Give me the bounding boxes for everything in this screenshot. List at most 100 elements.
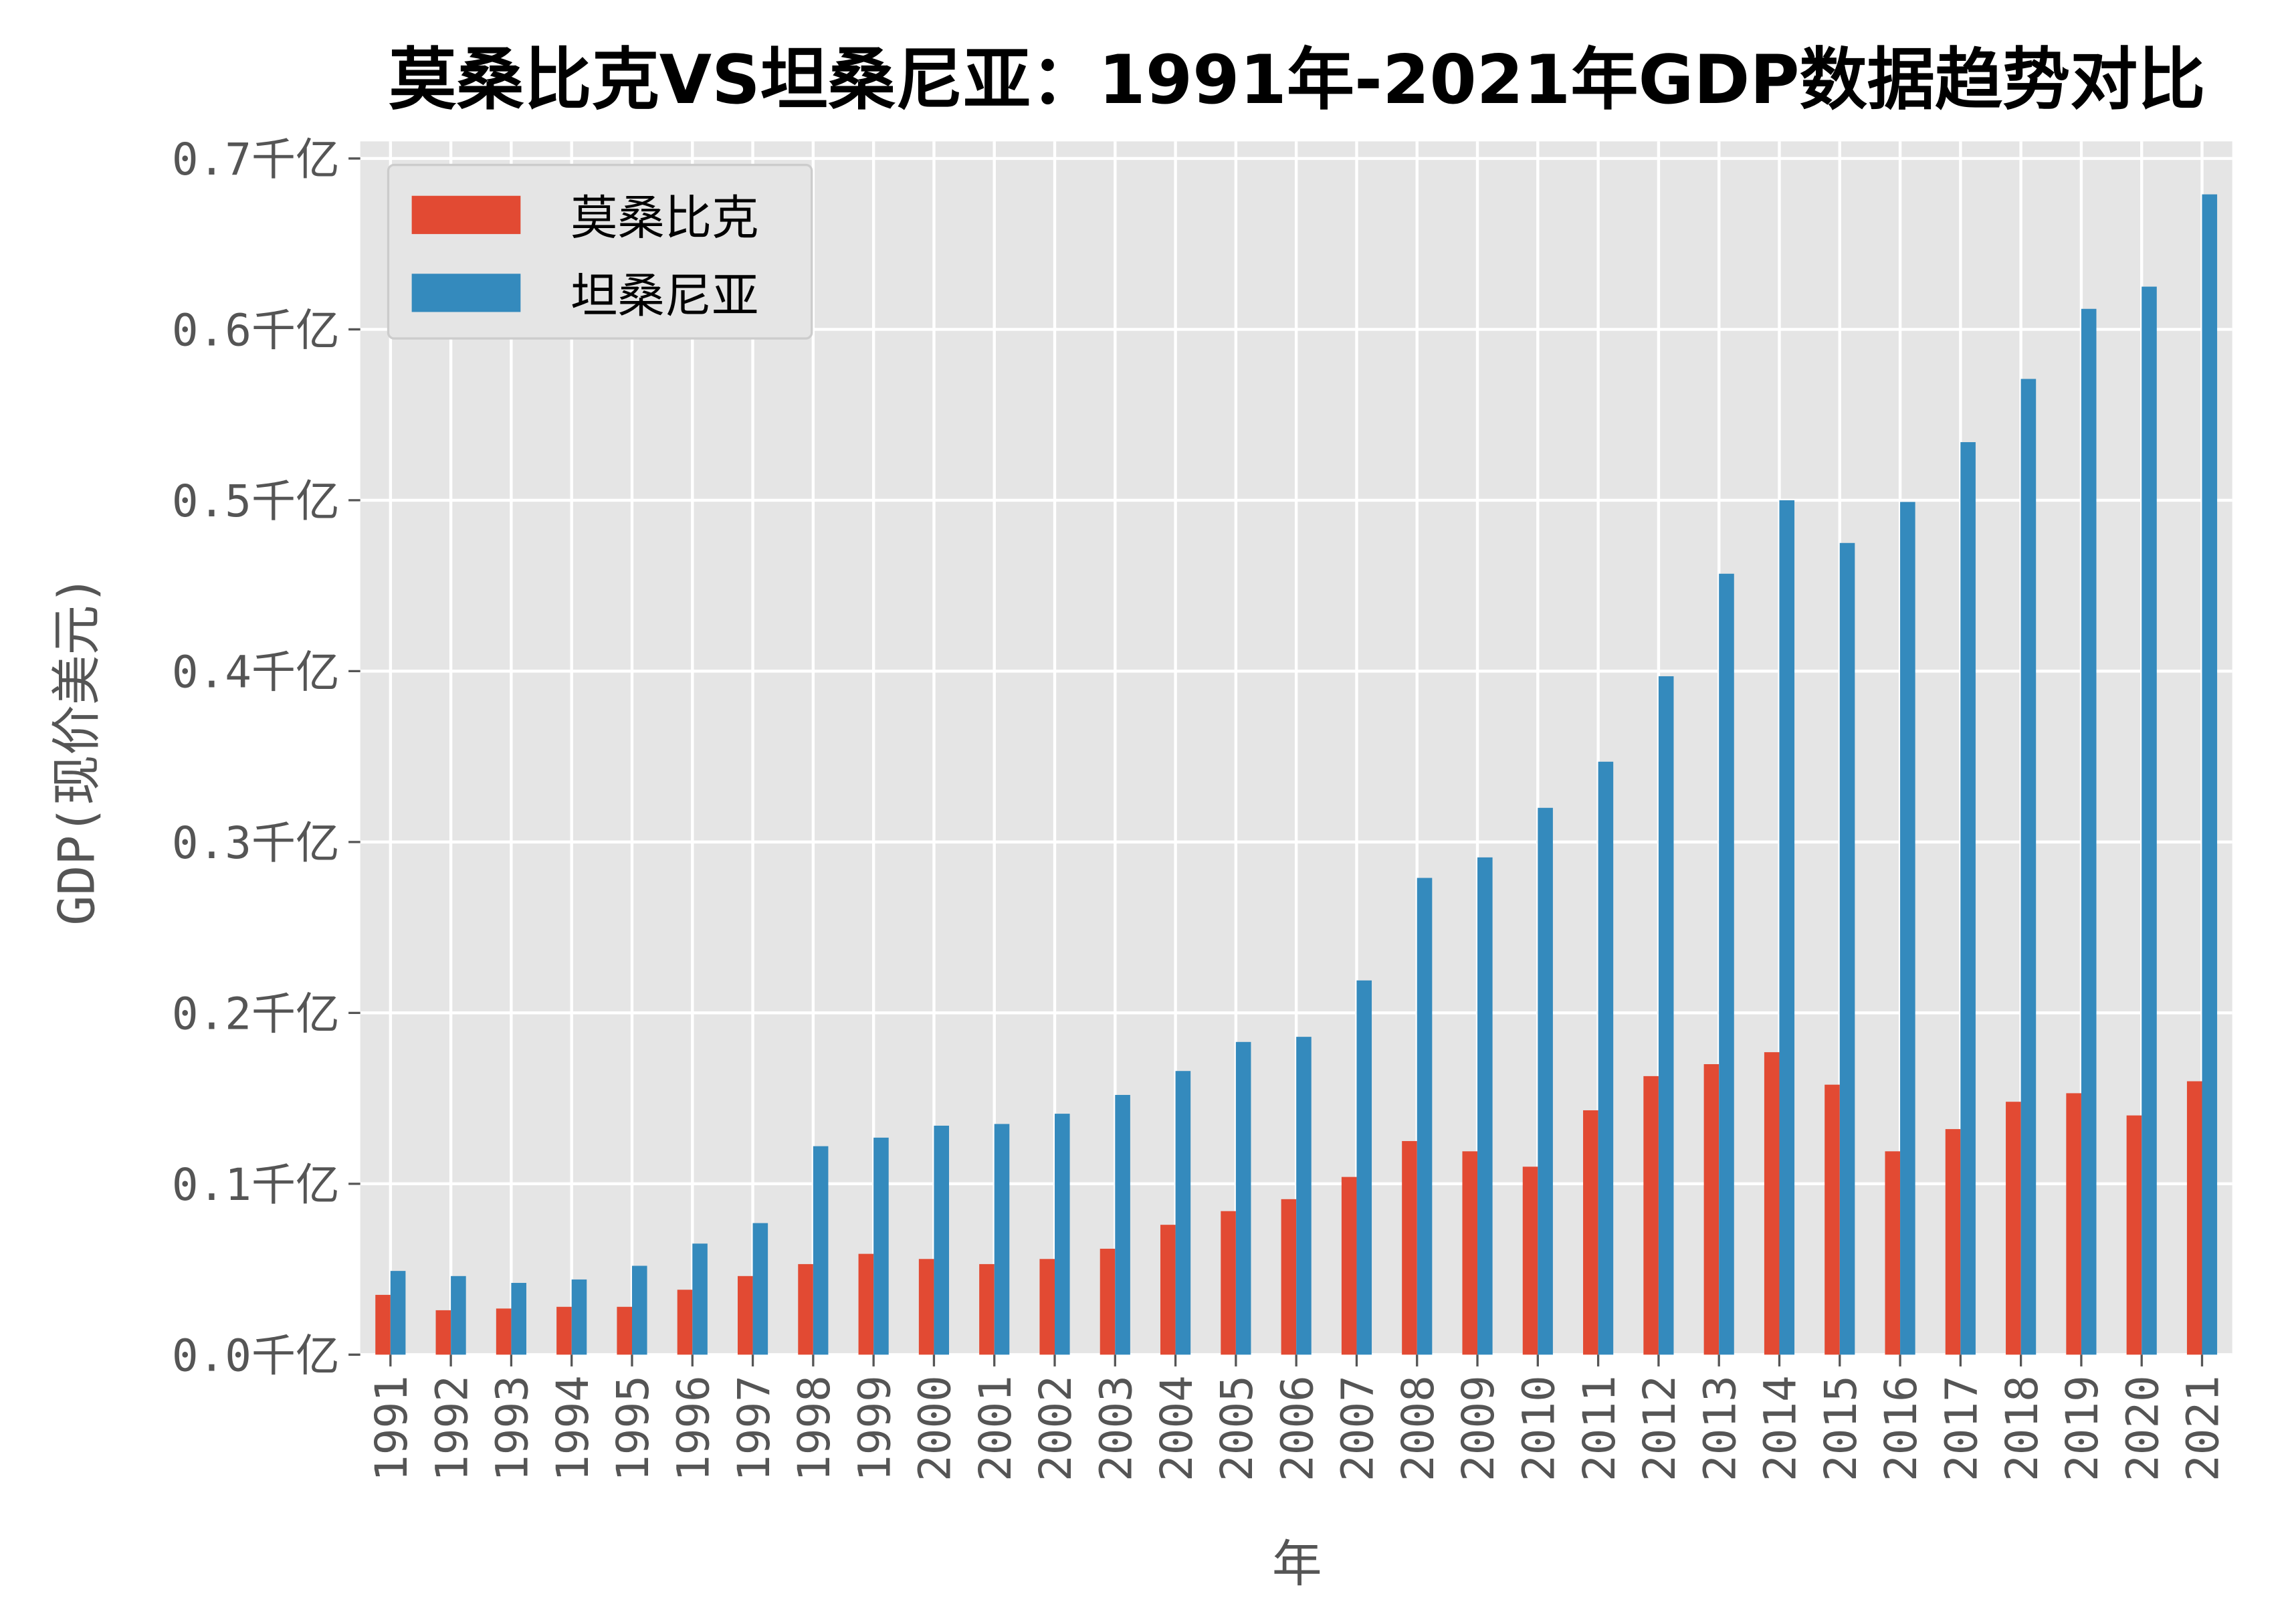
x-tick-label: 2012 [1634,1375,1685,1482]
x-tick-label: 2015 [1815,1375,1867,1482]
bar-mozambique-1995 [617,1306,632,1355]
bar-tanzania-2001 [994,1124,1010,1355]
x-tick-label: 1991 [366,1375,417,1482]
y-tick-label: 0.3千亿 [172,817,340,869]
x-tick-label: 1993 [487,1375,538,1482]
x-tick-label: 1995 [607,1375,659,1482]
x-tick-label: 1994 [547,1375,599,1482]
x-tick-label: 2000 [910,1375,961,1482]
bar-tanzania-2015 [1839,542,1855,1355]
x-tick-label: 2003 [1090,1375,1142,1482]
bar-tanzania-2004 [1175,1071,1191,1355]
bar-mozambique-2007 [1341,1177,1357,1355]
x-tick-label: 2005 [1211,1375,1263,1482]
y-tick-label: 0.2千亿 [172,989,340,1040]
bar-mozambique-1998 [798,1263,813,1355]
bar-tanzania-2011 [1598,761,1614,1355]
bar-tanzania-2006 [1296,1037,1312,1355]
x-tick-label: 2017 [1936,1375,1988,1482]
bar-tanzania-2013 [1719,573,1734,1355]
bar-mozambique-2016 [1885,1151,1901,1355]
x-tick-label: 2016 [1875,1375,1927,1482]
x-tick-label: 2007 [1332,1375,1384,1482]
bar-tanzania-2003 [1115,1094,1130,1355]
bar-mozambique-2021 [2186,1081,2202,1355]
bar-tanzania-2014 [1779,500,1795,1355]
bar-mozambique-2001 [979,1263,995,1355]
bar-mozambique-2012 [1643,1076,1659,1355]
bar-mozambique-2004 [1160,1225,1176,1355]
bar-mozambique-2002 [1039,1259,1055,1355]
bar-tanzania-2017 [1960,442,1976,1355]
bar-tanzania-1996 [692,1243,708,1355]
bar-mozambique-2017 [1945,1129,1961,1355]
y-tick-label: 0.4千亿 [172,647,340,698]
x-tick-label: 1996 [667,1375,719,1482]
bar-mozambique-1993 [496,1308,512,1355]
x-tick-label: 2004 [1151,1375,1203,1482]
x-tick-label: 2009 [1453,1375,1504,1482]
y-tick-label: 0.7千亿 [172,134,340,185]
bars [375,194,2218,1355]
legend: 莫桑比克 坦桑尼亚 [387,163,813,340]
bar-mozambique-2010 [1522,1166,1538,1355]
legend-swatch-tanzania [411,274,521,312]
x-tick-label: 2014 [1755,1375,1806,1482]
bar-tanzania-2009 [1477,857,1493,1355]
bar-tanzania-1993 [511,1283,526,1355]
bar-mozambique-2019 [2066,1093,2081,1355]
bar-tanzania-2002 [1055,1114,1070,1355]
bar-mozambique-1999 [858,1253,874,1355]
x-tick-label: 2020 [2117,1375,2168,1482]
x-tick-label: 2006 [1271,1375,1323,1482]
bar-tanzania-2020 [2142,286,2157,1355]
y-axis-label: GDP(现价美元) [48,575,106,926]
bar-mozambique-1994 [556,1306,572,1355]
chart-title: 莫桑比克VS坦桑尼亚：1991年-2021年GDP数据趋势对比 [389,40,2205,119]
x-tick-label: 1999 [849,1375,900,1482]
bar-tanzania-2007 [1356,980,1372,1355]
x-tick-label: 2013 [1694,1375,1746,1482]
bar-mozambique-2014 [1764,1052,1780,1355]
bar-mozambique-2011 [1583,1110,1598,1355]
bar-mozambique-2005 [1221,1211,1236,1355]
bar-mozambique-2013 [1703,1064,1719,1355]
x-axis: 1991 1992 1993 1994 1995 1996 1997 1998 1999 2000… [366,1354,2229,1482]
bar-tanzania-2012 [1658,676,1674,1355]
x-tick-label: 2001 [970,1375,1021,1482]
bar-tanzania-2008 [1417,878,1433,1355]
bar-tanzania-1998 [813,1146,829,1355]
bar-mozambique-1996 [677,1290,693,1355]
bar-tanzania-2018 [2020,379,2037,1355]
bar-tanzania-2005 [1235,1041,1251,1355]
bar-tanzania-2016 [1900,502,1915,1355]
x-tick-label: 1997 [728,1375,780,1482]
bar-mozambique-1991 [375,1294,391,1355]
x-tick-label: 1992 [426,1375,478,1482]
y-tick-label: 0.1千亿 [172,1159,340,1211]
x-tick-label: 2018 [1996,1375,2048,1482]
y-axis: 0.0千亿 0.1千亿 0.2千亿 0.3千亿 0.4千亿 0.5千亿 0.6千亿 0.7千亿 [172,134,360,1382]
y-tick-label: 0.6千亿 [172,305,340,357]
y-tick-label: 0.5千亿 [172,476,340,527]
bar-mozambique-1992 [435,1310,451,1355]
bar-mozambique-2015 [1824,1084,1840,1355]
legend-label-tanzania: 坦桑尼亚 [570,268,758,323]
bar-tanzania-2000 [934,1125,950,1355]
bar-mozambique-2003 [1100,1248,1116,1355]
bar-mozambique-2020 [2126,1115,2142,1355]
bar-tanzania-2010 [1538,807,1553,1355]
bar-mozambique-2000 [918,1259,934,1355]
x-tick-label: 2010 [1514,1375,1565,1482]
bar-tanzania-1992 [451,1276,466,1355]
bar-mozambique-2009 [1462,1151,1478,1355]
x-axis-label: 年 [1272,1535,1322,1593]
x-tick-label: 2019 [2057,1375,2108,1482]
bar-tanzania-1995 [631,1265,647,1355]
x-tick-label: 2011 [1574,1375,1625,1482]
x-tick-label: 2002 [1030,1375,1081,1482]
bar-mozambique-1997 [737,1276,753,1355]
bar-tanzania-2019 [2081,308,2097,1355]
y-tick-label: 0.0千亿 [172,1330,340,1382]
